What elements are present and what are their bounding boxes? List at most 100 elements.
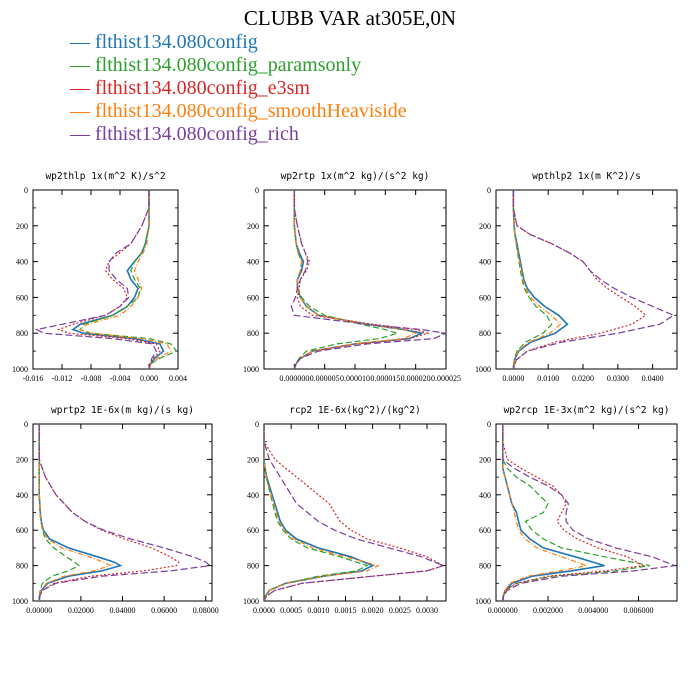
x-tick-label: 0.0200 xyxy=(572,374,594,383)
y-tick-label: 800 xyxy=(16,562,28,571)
y-tick-label: 1000 xyxy=(475,365,491,374)
x-tick-label: 0.000005 xyxy=(310,374,340,383)
x-tick-label: 0.02000 xyxy=(68,606,94,615)
subplot-title: wp2rcp 1E-3x(m^2 kg)/(s^2 kg) xyxy=(504,405,670,416)
series-line-5 xyxy=(290,190,446,369)
x-tick-label: -0.016 xyxy=(23,374,44,383)
x-tick-label: 0.000020 xyxy=(401,374,431,383)
series-line-2 xyxy=(79,190,178,369)
series-line-2 xyxy=(264,424,369,601)
y-tick-label: 0 xyxy=(24,186,28,195)
y-tick-label: 200 xyxy=(247,455,259,464)
y-tick-label: 400 xyxy=(479,258,491,267)
y-tick-label: 400 xyxy=(247,491,259,500)
series-line-3 xyxy=(502,424,645,601)
y-tick-label: 0 xyxy=(255,186,259,195)
subplot-title: wp2rtp 1x(m^2 kg)/(s^2 kg) xyxy=(281,171,430,182)
series-line-5 xyxy=(502,424,675,601)
y-tick-label: 200 xyxy=(16,455,28,464)
x-tick-label: 0.0000 xyxy=(502,374,524,383)
y-tick-label: 400 xyxy=(16,491,28,500)
subplot-1: wp2thlp 1x(m^2 K)/s^202004006008001000-0… xyxy=(12,171,187,383)
x-tick-label: 0.04000 xyxy=(110,606,136,615)
series-line-5 xyxy=(34,190,157,369)
legend: — flthist134.080config — flthist134.080c… xyxy=(70,31,407,146)
series-line-5 xyxy=(264,424,446,601)
series-line-3 xyxy=(264,424,445,601)
y-tick-label: 1000 xyxy=(243,597,259,606)
legend-swatch: — xyxy=(70,123,95,145)
x-tick-label: 0.000010 xyxy=(340,374,370,383)
series-line-1 xyxy=(264,424,375,601)
y-tick-label: 400 xyxy=(479,491,491,500)
legend-swatch: — xyxy=(70,77,95,99)
y-tick-label: 1000 xyxy=(475,597,491,606)
plot-frame xyxy=(32,189,179,370)
subplot-6: wp2rcp 1E-3x(m^2 kg)/(s^2 kg) 0 200 400 600 8… xyxy=(475,405,678,615)
y-tick-label: 800 xyxy=(247,329,259,338)
y-tick-label: 800 xyxy=(479,562,491,571)
x-tick-label: -0.004 xyxy=(110,374,131,383)
legend-item-e3sm: — flthist134.080config_e3sm xyxy=(70,77,407,100)
x-tick-label: 0.0010 xyxy=(307,606,329,615)
x-tick-label: 0.00000 xyxy=(26,606,52,615)
legend-label: flthist134.080config_e3sm xyxy=(95,77,310,99)
legend-item-config: — flthist134.080config xyxy=(70,31,407,54)
series-line-4 xyxy=(264,424,380,601)
y-tick-label: 800 xyxy=(247,562,259,571)
x-tick-label: 0.000015 xyxy=(370,374,400,383)
y-tick-label: 200 xyxy=(479,455,491,464)
y-tick-label: 600 xyxy=(16,526,28,535)
series-line-2 xyxy=(293,190,400,369)
x-tick-label: 0.0025 xyxy=(389,606,411,615)
x-tick-label: 0.0030 xyxy=(416,606,438,615)
x-tick-label: 0.000000 xyxy=(488,606,518,615)
subplot-title: wpthlp2 1x(m K^2)/s xyxy=(532,171,641,182)
y-tick-label: 0 xyxy=(487,420,491,429)
series-line-3 xyxy=(38,424,180,601)
y-tick-label: 200 xyxy=(479,222,491,231)
legend-label: flthist134.080config_paramsonly xyxy=(95,54,362,76)
y-tick-label: 600 xyxy=(479,293,491,302)
x-tick-label: 0.006000 xyxy=(624,606,654,615)
x-tick-label: 0.000025 xyxy=(431,374,461,383)
y-tick-label: 1000 xyxy=(243,365,259,374)
series-line-5 xyxy=(38,424,212,601)
subplot-title: wprtp2 1E-6x(m kg)/(s kg) xyxy=(51,405,194,416)
x-tick-label: 0.004000 xyxy=(578,606,608,615)
y-tick-label: 600 xyxy=(16,293,28,302)
plot-frame xyxy=(263,423,447,602)
y-tick-label: 600 xyxy=(247,293,259,302)
x-tick-label: 0.0400 xyxy=(642,374,664,383)
y-tick-label: 1000 xyxy=(12,365,28,374)
series-line-1 xyxy=(293,190,425,369)
series-line-4 xyxy=(502,424,589,601)
subplot-3: wpthlp2 1x(m K^2)/s 0 200 400 600 800 1000 0.00… xyxy=(475,171,678,383)
page-title: CLUBB VAR at305E,0N xyxy=(243,6,457,30)
x-tick-label: -0.012 xyxy=(52,374,73,383)
y-tick-label: 400 xyxy=(247,258,259,267)
x-tick-label: 0.0005 xyxy=(280,606,302,615)
series-line-5 xyxy=(512,190,675,369)
x-tick-label: 0.0020 xyxy=(362,606,384,615)
y-tick-label: 200 xyxy=(247,222,259,231)
subplot-5: rcp2 1E-6x(kg^2)/(kg^2) 0 200 400 600 800 1000… xyxy=(243,405,447,615)
legend-swatch: — xyxy=(70,31,95,53)
series-line-3 xyxy=(56,190,161,369)
series-line-2 xyxy=(38,424,80,601)
series-line-1 xyxy=(501,424,605,601)
x-tick-label: 0.000 xyxy=(140,374,158,383)
legend-item-smoothheaviside: — flthist134.080config_smoothHeaviside xyxy=(70,100,407,123)
subplot-title: wp2thlp 1x(m^2 K)/s^2 xyxy=(45,171,165,182)
x-tick-label: 0.0300 xyxy=(607,374,629,383)
x-tick-label: 0.0000 xyxy=(253,606,275,615)
subplot-4: wprtp2 1E-6x(m kg)/(s kg) 0 200 400 600 800 10… xyxy=(12,405,219,615)
legend-label: flthist134.080config_smoothHeaviside xyxy=(95,100,407,122)
series-line-3 xyxy=(293,190,430,369)
subplot-2: wp2rtp 1x(m^2 kg)/(s^2 kg) 0 200 400 600 800 1… xyxy=(243,171,461,383)
y-tick-label: 800 xyxy=(16,329,28,338)
x-tick-label: -0.008 xyxy=(81,374,102,383)
legend-item-paramsonly: — flthist134.080config_paramsonly xyxy=(70,54,407,77)
y-tick-label: 0 xyxy=(24,420,28,429)
series-line-4 xyxy=(78,190,172,369)
